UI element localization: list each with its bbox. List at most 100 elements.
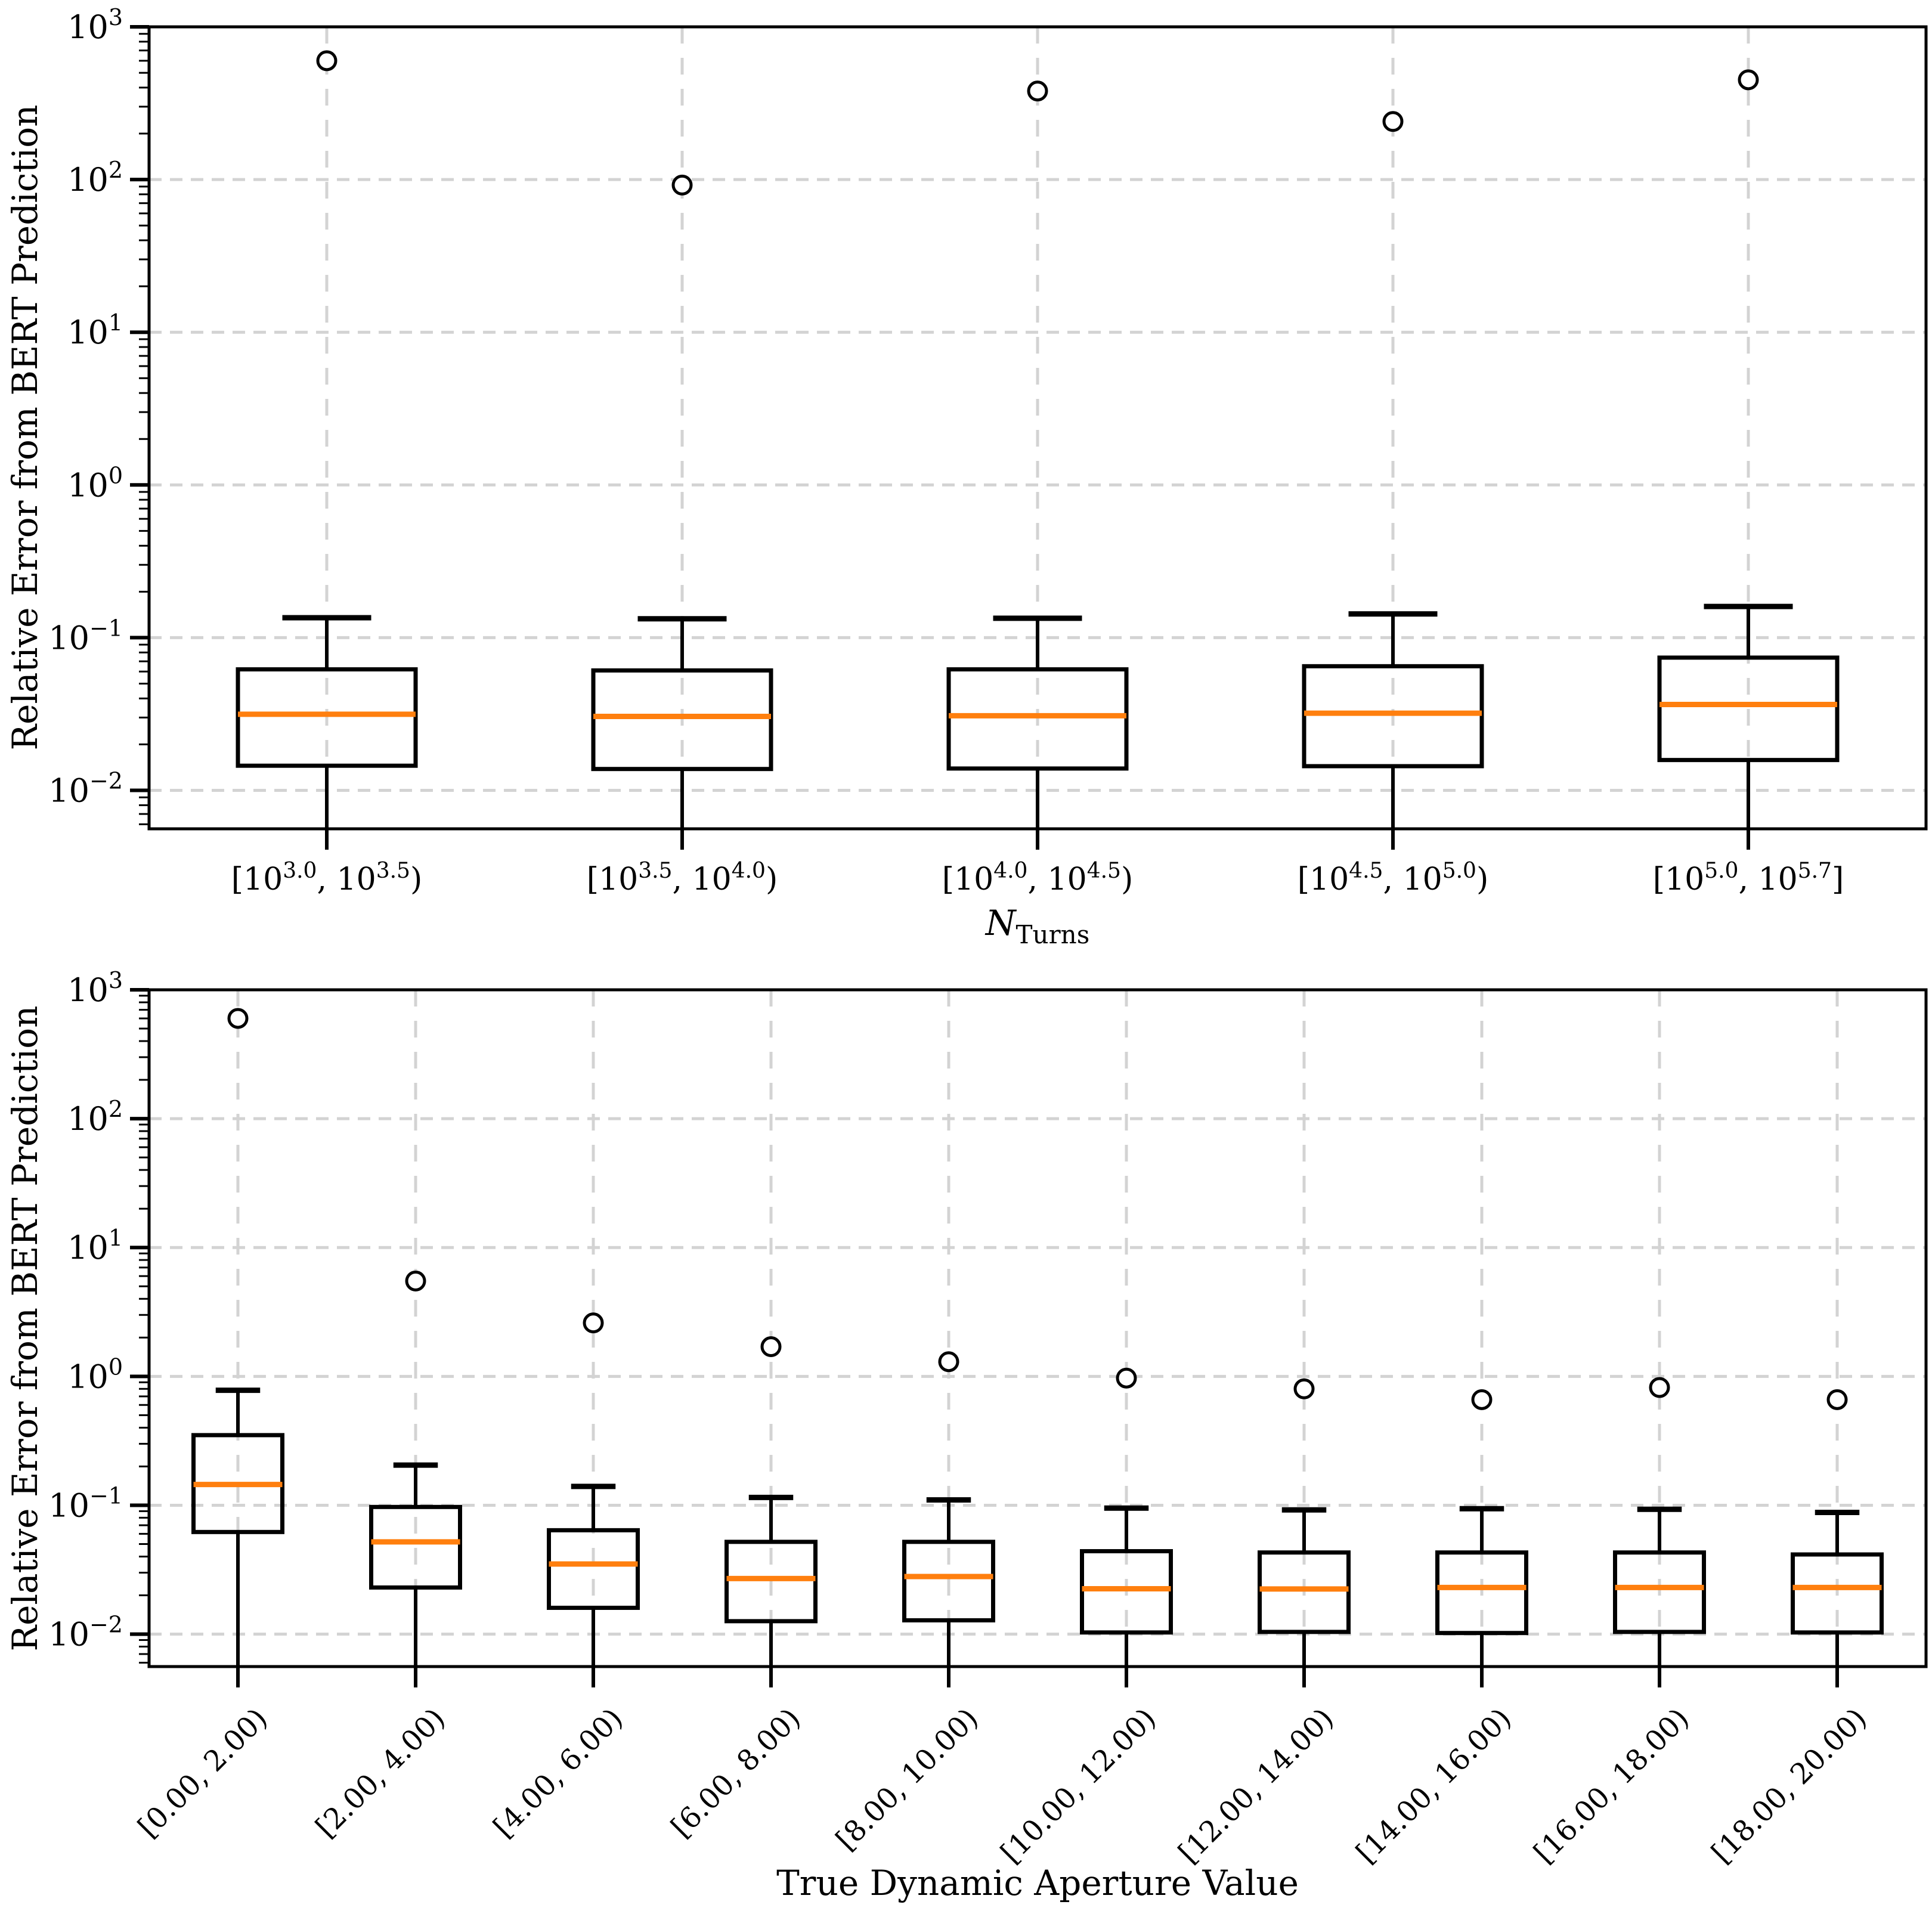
x-tick-part: [10 — [942, 862, 993, 897]
x-tick-label: [18.00, 20.00) — [1705, 1702, 1873, 1870]
x-tick-exponent: 5.7 — [1798, 859, 1832, 883]
x-tick-label: [104.5, 105.0) — [1298, 859, 1489, 897]
x-tick-part: , 10 — [672, 862, 731, 897]
y-tick-exponent: −2 — [89, 768, 123, 794]
outlier-point — [316, 50, 338, 72]
outlier-point — [1738, 69, 1759, 91]
outlier-point — [1027, 80, 1048, 102]
x-tick-label: [12.00, 14.00) — [1172, 1702, 1340, 1870]
y-tick-exponent: 0 — [109, 1354, 123, 1380]
x-tick-part: [10 — [1298, 862, 1349, 897]
y-tick-base: 10 — [48, 619, 89, 656]
x-tick-exponent: 3.0 — [283, 859, 317, 883]
outlier-point — [1649, 1377, 1670, 1398]
box-rect — [1435, 1550, 1528, 1636]
top-y-axis-label: Relative Error from BERT Prediction — [5, 104, 45, 750]
outlier-point — [1293, 1378, 1315, 1399]
x-tick-part: [10 — [231, 862, 283, 897]
y-tick-exponent: 2 — [109, 157, 123, 183]
x-tick-label: [16.00, 18.00) — [1527, 1702, 1695, 1870]
x-tick-exponent: 3.5 — [376, 859, 410, 883]
top-x-axis-label-main: N — [984, 903, 1017, 943]
y-tick-base: 10 — [67, 1100, 109, 1138]
y-tick-label: 10−2 — [48, 1612, 123, 1653]
y-tick-label: 103 — [67, 4, 123, 46]
y-tick-base: 10 — [48, 1616, 89, 1653]
top-x-axis-label-sub: Turns — [1016, 920, 1090, 949]
y-tick-label: 10−1 — [48, 615, 123, 656]
y-tick-base: 10 — [67, 1229, 109, 1266]
x-tick-part: [10 — [1653, 862, 1704, 897]
y-tick-base: 10 — [48, 772, 89, 810]
x-tick-part: , 10 — [317, 862, 376, 897]
y-tick-exponent: 3 — [109, 4, 123, 30]
y-tick-exponent: 0 — [109, 462, 123, 488]
outlier-point — [583, 1312, 604, 1334]
x-tick-part: , 10 — [1027, 862, 1086, 897]
box-rect — [547, 1528, 640, 1610]
x-tick-label: [0.00, 2.00) — [132, 1702, 274, 1844]
y-tick-label: 102 — [67, 157, 123, 199]
x-tick-label: [10.00, 12.00) — [994, 1702, 1162, 1870]
box-rect — [724, 1540, 818, 1624]
box-rect — [1613, 1550, 1706, 1634]
y-tick-base: 10 — [48, 1486, 89, 1524]
x-tick-exponent: 4.5 — [1349, 859, 1383, 883]
x-tick-exponent: 4.0 — [732, 859, 766, 883]
y-tick-label: 101 — [67, 309, 123, 351]
top-x-axis-label: NTurns — [984, 903, 1090, 949]
y-tick-base: 10 — [67, 971, 109, 1009]
y-tick-exponent: −1 — [89, 1482, 123, 1509]
x-tick-label: [4.00, 6.00) — [487, 1702, 630, 1844]
x-tick-part: ) — [1476, 862, 1488, 897]
box-rect — [946, 667, 1129, 771]
x-tick-part: ] — [1832, 862, 1844, 897]
outlier-point — [760, 1336, 782, 1358]
box-rect — [1080, 1549, 1173, 1635]
outlier-point — [1471, 1389, 1493, 1410]
outlier-point — [1382, 111, 1404, 132]
box-rect — [902, 1540, 995, 1622]
y-tick-label: 103 — [67, 967, 123, 1009]
x-tick-label: [104.0, 104.5) — [942, 859, 1134, 897]
y-tick-label: 10−2 — [48, 768, 123, 810]
y-tick-exponent: −1 — [89, 615, 123, 641]
x-tick-label: [14.00, 16.00) — [1349, 1702, 1518, 1870]
box-rect — [1258, 1550, 1351, 1634]
x-tick-exponent: 5.0 — [1442, 859, 1476, 883]
x-tick-label: [6.00, 8.00) — [665, 1702, 807, 1844]
x-tick-part: ) — [410, 862, 422, 897]
y-tick-label: 100 — [67, 1354, 123, 1395]
y-tick-base: 10 — [67, 161, 109, 199]
box-rect — [236, 667, 418, 768]
outlier-point — [1826, 1389, 1848, 1410]
box-rect — [1657, 655, 1840, 763]
y-tick-exponent: 1 — [109, 309, 123, 336]
y-tick-label: 100 — [67, 462, 123, 504]
x-tick-part: [10 — [587, 862, 638, 897]
y-tick-label: 10−1 — [48, 1482, 123, 1524]
outlier-point — [671, 174, 693, 196]
y-tick-label: 102 — [67, 1096, 123, 1138]
outlier-point — [405, 1270, 426, 1292]
outlier-point — [1116, 1367, 1137, 1389]
y-tick-exponent: −2 — [89, 1612, 123, 1638]
x-tick-label: [103.5, 104.0) — [587, 859, 778, 897]
x-tick-label: [105.0, 105.7] — [1653, 859, 1844, 897]
y-tick-base: 10 — [67, 466, 109, 504]
y-tick-exponent: 2 — [109, 1096, 123, 1122]
x-tick-part: ) — [766, 862, 778, 897]
x-tick-part: , 10 — [1738, 862, 1797, 897]
bottom-x-axis-label: True Dynamic Aperture Value — [776, 1863, 1299, 1903]
x-tick-exponent: 4.5 — [1087, 859, 1121, 883]
x-tick-part: ) — [1121, 862, 1133, 897]
box-rect — [591, 668, 773, 772]
box-rect — [369, 1504, 462, 1590]
y-tick-label: 101 — [67, 1225, 123, 1266]
x-tick-exponent: 3.5 — [638, 859, 672, 883]
y-tick-exponent: 1 — [109, 1225, 123, 1251]
